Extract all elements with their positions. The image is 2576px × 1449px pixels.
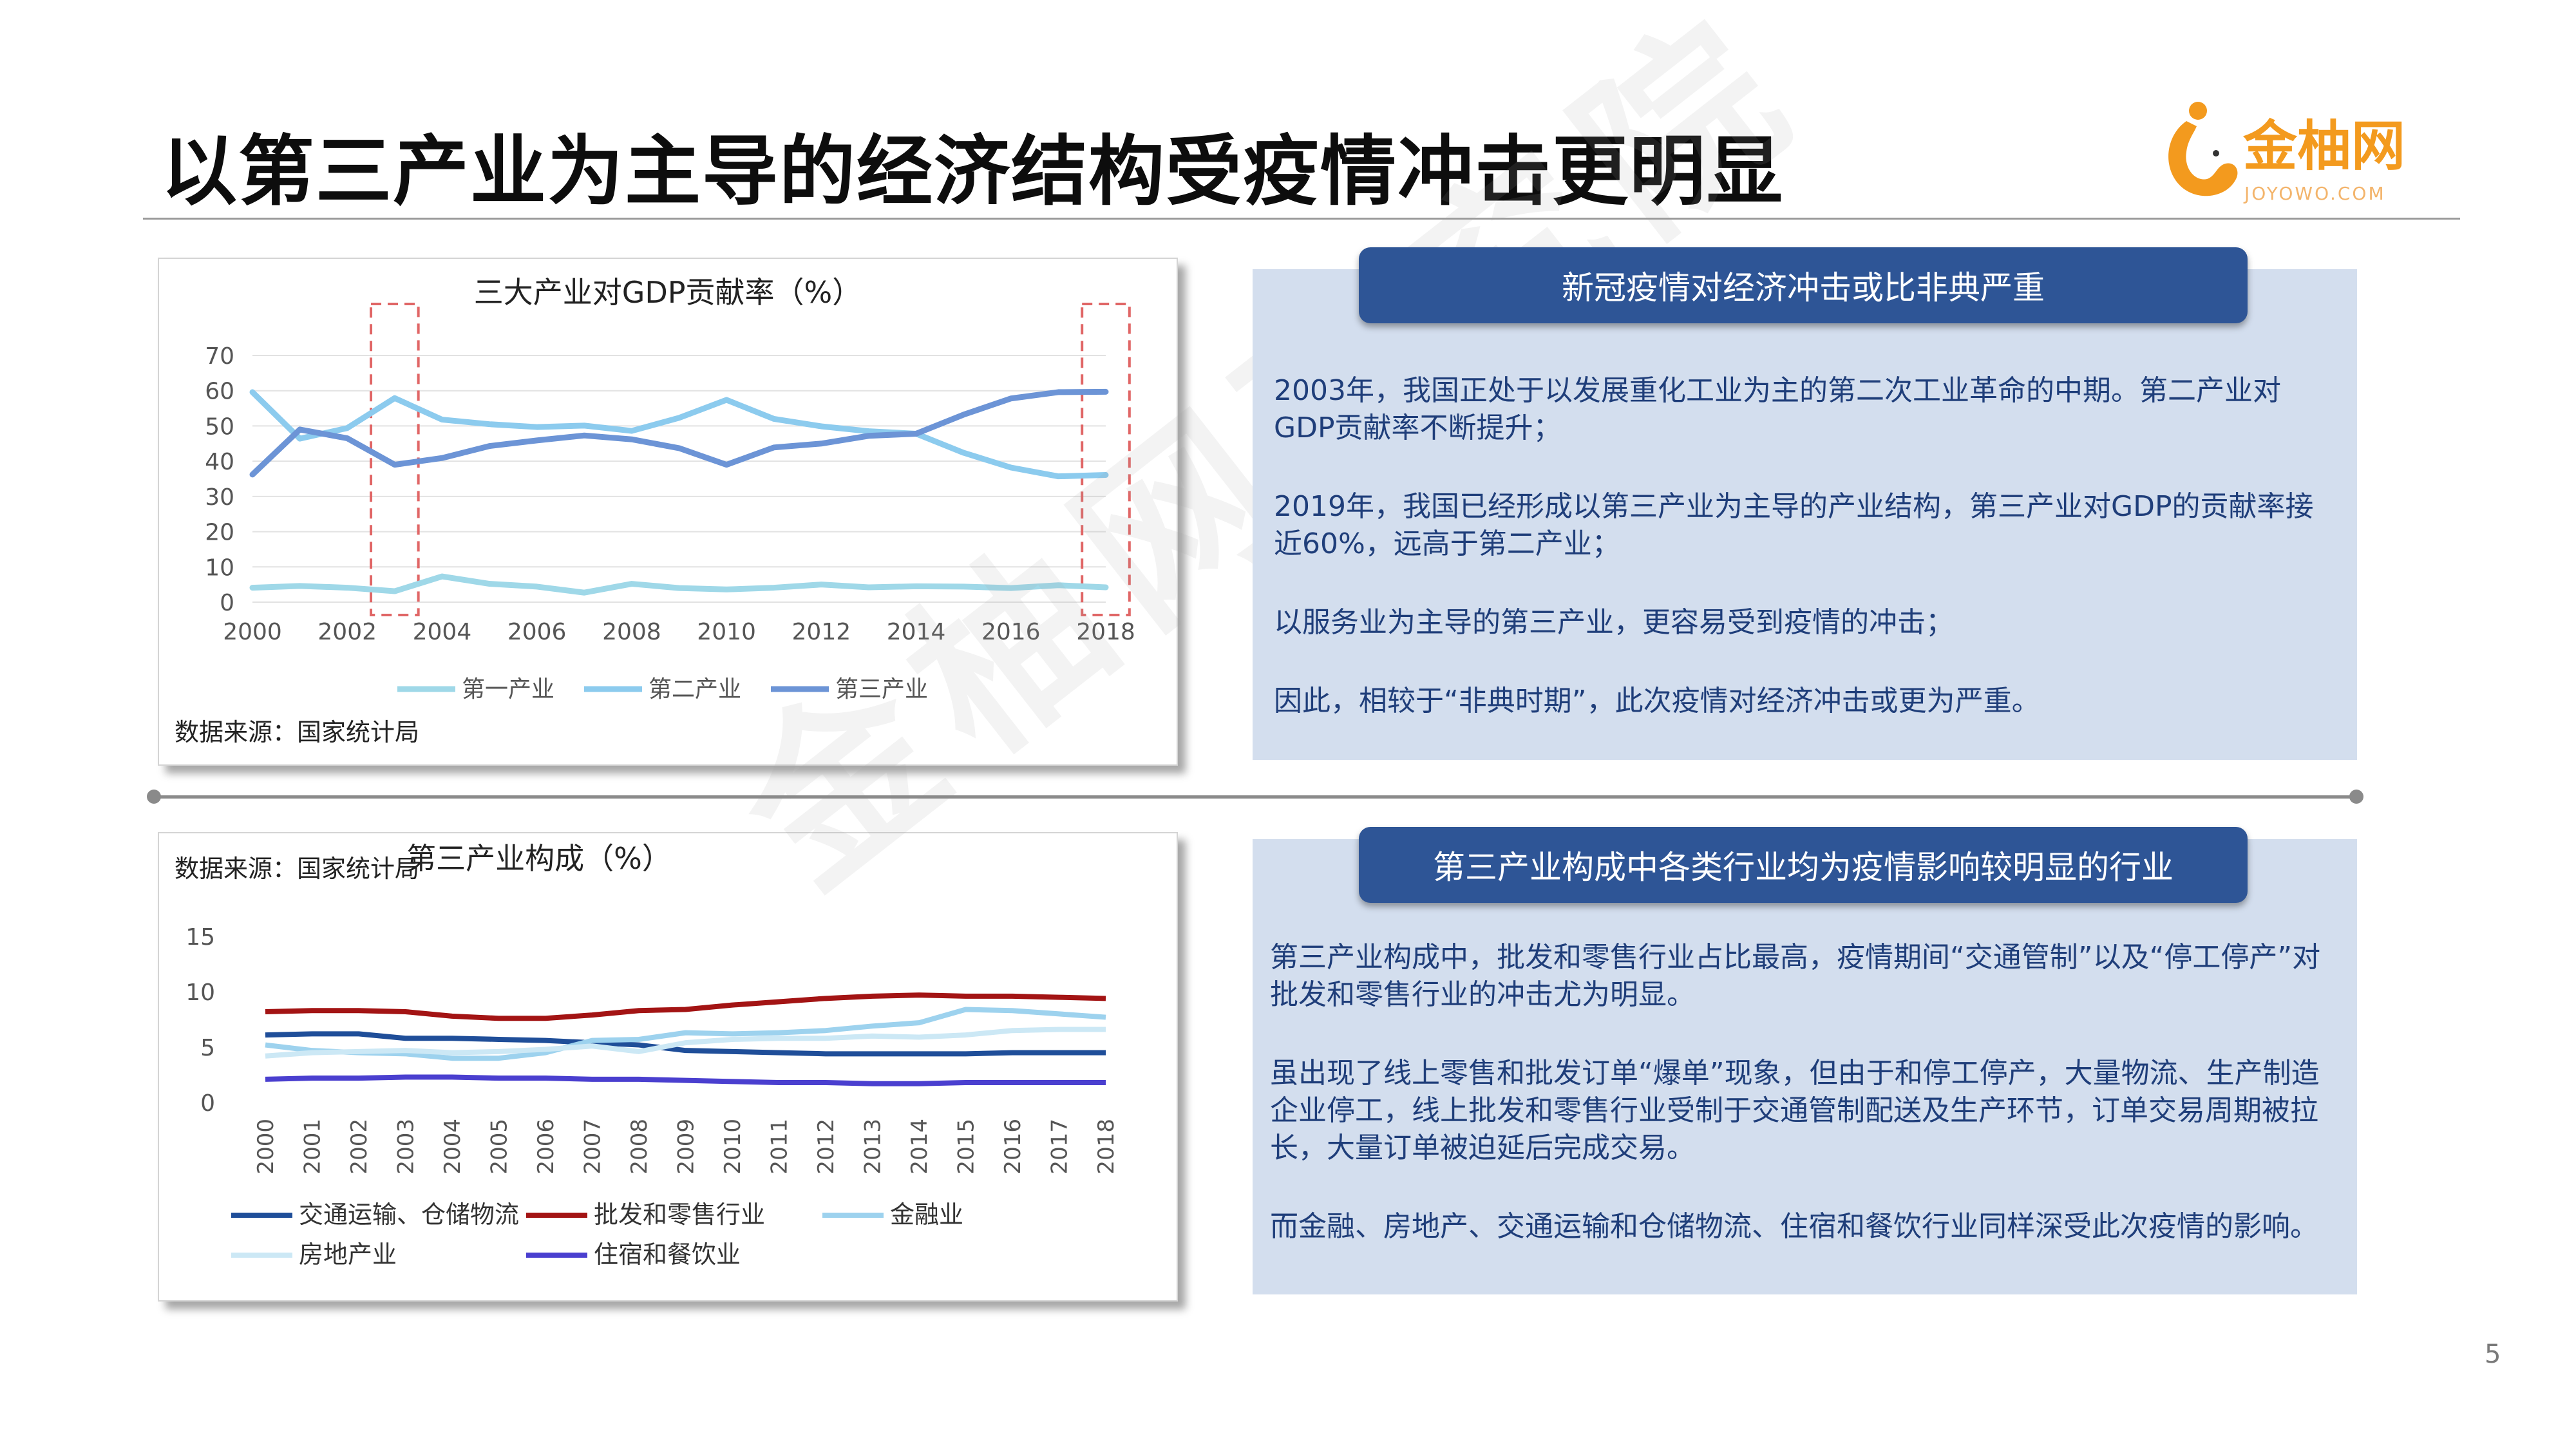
series-line [249, 389, 1109, 480]
chart-source: 数据来源：国家统计局 [175, 855, 419, 883]
y-tick-label: 10 [185, 980, 215, 1006]
divider-end-left [147, 790, 161, 804]
x-tick-label: 2008 [627, 1119, 652, 1175]
x-tick-label: 2005 [487, 1119, 513, 1175]
info-panel-top [1253, 269, 2357, 760]
x-tick-label: 2000 [223, 619, 282, 645]
y-tick-label: 50 [205, 413, 234, 440]
legend-label: 交通运输、仓储物流 [299, 1200, 519, 1229]
series-line [265, 1031, 1106, 1057]
chart-title: 第三产业构成（%） [406, 841, 672, 876]
highlight-box [1081, 303, 1131, 616]
series-line [265, 1007, 1106, 1061]
title-underline [143, 218, 2460, 220]
info-paragraph: 2003年，我国正处于以发展重化工业为主的第二次工业革命的中期。第二产业对GDP… [1274, 374, 2281, 444]
y-tick-label: 70 [205, 343, 234, 370]
x-tick-label: 2014 [907, 1119, 933, 1175]
y-tick-label: 60 [205, 379, 234, 405]
y-tick-label: 40 [205, 449, 234, 475]
chart-source: 数据来源：国家统计局 [175, 718, 419, 746]
legend-label: 批发和零售行业 [594, 1200, 765, 1229]
x-tick-label: 2013 [860, 1119, 886, 1175]
legend-label: 第二产业 [649, 676, 741, 703]
x-tick-label: 2003 [393, 1119, 419, 1175]
legend-label: 住宿和餐饮业 [594, 1240, 741, 1269]
logo-text: 金柚网 [2243, 115, 2405, 178]
y-tick-label: 0 [220, 590, 234, 616]
x-tick-label: 2012 [792, 619, 851, 645]
tertiary-composition-chart: 第三产业构成（%） 数据来源：国家统计局 0 5 10 15 2000 2001 2002 2… [175, 841, 1119, 1269]
legend-label: 房地产业 [299, 1240, 397, 1269]
info-panel-bottom-header: 第三产业构成中各类行业均为疫情影响较明显的行业 [1359, 827, 2248, 903]
legend-label: 第一产业 [462, 676, 554, 703]
x-tick-label: 2007 [580, 1119, 606, 1175]
info-paragraph: 以服务业为主导的第三产业，更容易受到疫情的冲击； [1274, 606, 1954, 639]
x-tick-label: 2006 [533, 1119, 559, 1175]
x-tick-label: 2002 [317, 619, 377, 645]
info-paragraph: 而金融、房地产、交通运输和仓储物流、住宿和餐饮行业同样深受此次疫情的影响。 [1270, 1210, 2318, 1243]
y-tick-label: 10 [205, 554, 234, 581]
y-tick-label: 20 [205, 520, 234, 546]
divider-end-right [2349, 790, 2363, 804]
logo-subtext: JOYOWO.COM [2243, 183, 2386, 204]
section-divider [155, 795, 2357, 799]
x-tick-label: 2016 [981, 619, 1041, 645]
series-line [265, 992, 1106, 1021]
x-tick-label: 2002 [346, 1119, 372, 1175]
info-panel-bottom [1253, 839, 2357, 1294]
info-panel-top-header: 新冠疫情对经济冲击或比非典严重 [1359, 247, 2248, 323]
y-tick-label: 30 [205, 484, 234, 511]
info-paragraph: 虽出现了线上零售和批发订单“爆单”现象，但由于和停工停产，大量物流、生产制造企业… [1270, 1057, 2320, 1164]
info-paragraph: 第三产业构成中，批发和零售行业占比最高，疫情期间“交通管制”以及“停工停产”对批… [1270, 941, 2321, 1011]
y-tick-label: 0 [200, 1090, 215, 1117]
x-tick-label: 2011 [767, 1119, 793, 1175]
x-tick-label: 2001 [300, 1119, 326, 1175]
x-tick-label: 2004 [413, 619, 472, 645]
info-paragraph: 因此，相较于“非典时期”，此次疫情对经济冲击或更为严重。 [1274, 685, 2040, 717]
series-line [265, 1074, 1106, 1086]
gdp-contribution-chart: 三大产业对GDP贡献率（%） 数据来源：国家统计局 0 10 20 30 40 50 60 7… [175, 275, 1135, 746]
x-tick-label: 2004 [440, 1119, 466, 1175]
series-line [265, 1027, 1106, 1059]
x-tick-label: 2018 [1076, 619, 1135, 645]
info-panel-bottom-body: 第三产业构成中，批发和零售行业占比最高，疫情期间“交通管制”以及“停工停产”对批… [1270, 939, 2333, 1287]
x-tick-label: 2006 [507, 619, 567, 645]
series-line [249, 573, 1109, 596]
x-tick-label: 2008 [602, 619, 661, 645]
x-tick-label: 2018 [1094, 1119, 1119, 1175]
y-tick-label: 5 [200, 1035, 215, 1061]
logo-mark-icon: 金柚网 JOYOWO.COM [2168, 102, 2405, 204]
x-tick-label: 2017 [1047, 1119, 1073, 1175]
x-tick-label: 2015 [954, 1119, 980, 1175]
info-paragraph: 2019年，我国已经形成以第三产业为主导的产业结构，第三产业对GDP的贡献率接近… [1274, 490, 2314, 560]
y-tick-label: 15 [185, 924, 215, 951]
x-tick-label: 2009 [674, 1119, 699, 1175]
tertiary-composition-chart-card: 第三产业构成（%） 数据来源：国家统计局 0 5 10 15 2000 2001 2002 2… [158, 832, 1178, 1302]
x-tick-label: 2010 [720, 1119, 746, 1175]
brand-logo: 金柚网 JOYOWO.COM [2161, 95, 2444, 211]
x-tick-label: 2000 [253, 1119, 279, 1175]
legend-label: 第三产业 [835, 676, 928, 703]
x-tick-label: 2010 [697, 619, 756, 645]
page-title: 以第三产业为主导的经济结构受疫情冲击更明显 [161, 127, 1785, 216]
chart-title: 三大产业对GDP贡献率（%） [474, 275, 862, 310]
legend-label: 金融业 [890, 1200, 963, 1229]
x-tick-label: 2012 [813, 1119, 839, 1175]
page-number: 5 [2485, 1340, 2501, 1369]
x-tick-label: 2014 [887, 619, 946, 645]
series-line [249, 388, 1109, 478]
info-panel-top-body: 2003年，我国正处于以发展重化工业为主的第二次工业革命的中期。第二产业对GDP… [1274, 372, 2336, 761]
x-tick-label: 2016 [1000, 1119, 1026, 1175]
gdp-contribution-chart-card: 三大产业对GDP贡献率（%） 数据来源：国家统计局 0 10 20 30 40 50 60 7… [158, 258, 1178, 766]
